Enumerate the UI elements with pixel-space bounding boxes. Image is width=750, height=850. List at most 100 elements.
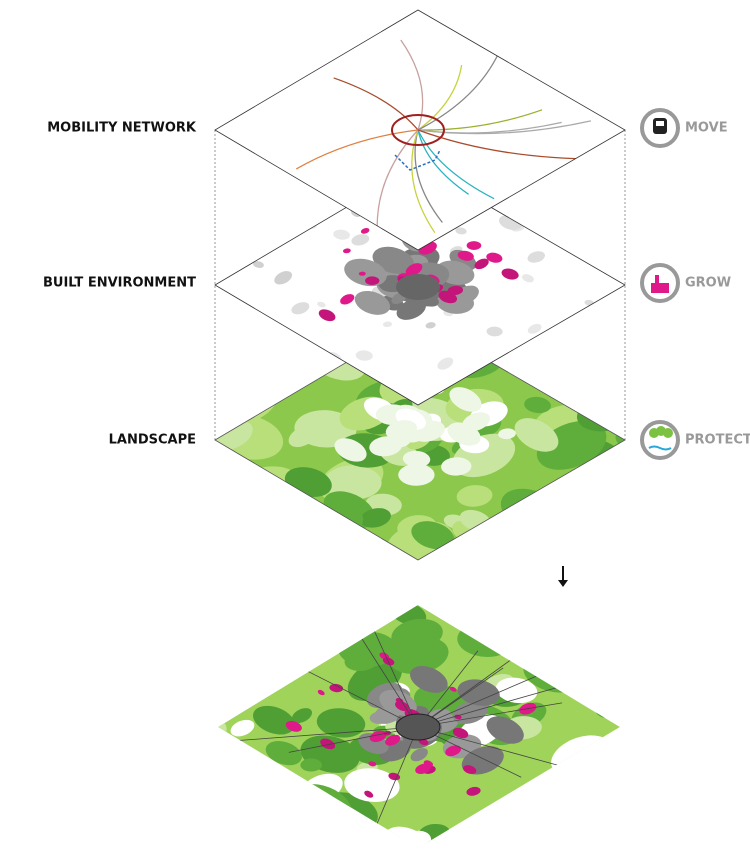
map-patch bbox=[385, 734, 401, 746]
map-patch bbox=[358, 271, 366, 276]
arrow bbox=[558, 566, 568, 587]
map-patch bbox=[355, 350, 373, 361]
road bbox=[417, 726, 571, 770]
map-patch bbox=[351, 234, 370, 246]
map-patch bbox=[466, 786, 481, 796]
map-patch bbox=[300, 216, 309, 223]
map-patch bbox=[449, 686, 457, 692]
map-patch bbox=[360, 228, 370, 234]
transit-line bbox=[333, 77, 419, 131]
map-patch bbox=[244, 226, 257, 235]
map-patch bbox=[463, 765, 477, 774]
map-patch bbox=[299, 221, 310, 229]
map-patch bbox=[522, 195, 542, 208]
ring-line bbox=[391, 114, 445, 146]
map-patch bbox=[295, 536, 369, 560]
road bbox=[288, 726, 419, 753]
map-patch bbox=[423, 760, 434, 767]
map-patch bbox=[564, 213, 579, 225]
map-patch bbox=[524, 396, 551, 414]
map-patch bbox=[329, 683, 344, 693]
map-patch bbox=[215, 454, 249, 488]
map-patch bbox=[425, 322, 436, 329]
map-patch bbox=[388, 772, 401, 781]
map-patch bbox=[514, 418, 559, 452]
map-patch bbox=[521, 274, 534, 283]
map-patch bbox=[382, 321, 393, 328]
map-patch bbox=[340, 294, 355, 305]
built-outline bbox=[214, 164, 626, 406]
icons bbox=[640, 108, 680, 460]
map-patch bbox=[437, 357, 454, 370]
map-patch bbox=[274, 271, 293, 285]
map-patch bbox=[452, 727, 469, 739]
map-patch bbox=[317, 301, 326, 308]
map-patch bbox=[369, 730, 387, 743]
map-patch bbox=[486, 326, 503, 337]
city-core bbox=[395, 713, 441, 741]
map-patch bbox=[267, 338, 288, 353]
map-patch bbox=[527, 323, 542, 334]
map-patch bbox=[344, 768, 400, 802]
transit-line bbox=[295, 129, 419, 170]
map-patch bbox=[466, 241, 482, 250]
map-patch bbox=[402, 450, 431, 468]
road bbox=[358, 633, 419, 728]
map-patch bbox=[527, 251, 546, 263]
map-patch bbox=[285, 720, 302, 732]
landscape-layer bbox=[215, 320, 625, 560]
map-patch bbox=[342, 248, 351, 254]
map-patch bbox=[253, 705, 295, 735]
map-patch bbox=[219, 492, 271, 524]
map-patch bbox=[415, 763, 431, 774]
map-patch bbox=[317, 689, 325, 696]
ring-line bbox=[394, 149, 441, 171]
map-patch bbox=[318, 309, 336, 322]
map-patch bbox=[457, 250, 474, 261]
map-patch bbox=[438, 290, 457, 304]
layer-action: PROTECT bbox=[685, 433, 750, 448]
map-patch bbox=[259, 782, 301, 813]
map-patch bbox=[239, 757, 272, 779]
map-patch bbox=[265, 741, 302, 766]
map-patch bbox=[354, 290, 391, 315]
map-patch bbox=[382, 657, 395, 666]
mobility-layer bbox=[215, 10, 625, 250]
road bbox=[372, 627, 419, 728]
map-patch bbox=[486, 252, 503, 263]
mobility-outline bbox=[214, 9, 626, 251]
road bbox=[417, 702, 563, 728]
map-patch bbox=[456, 485, 493, 507]
transit-line bbox=[417, 65, 463, 131]
map-patch bbox=[372, 246, 415, 275]
map-patch bbox=[441, 457, 472, 476]
map-patch bbox=[486, 716, 524, 744]
map-patch bbox=[346, 605, 384, 623]
map-patch bbox=[228, 784, 256, 802]
map-patch bbox=[334, 438, 367, 462]
map-patch bbox=[447, 422, 481, 446]
map-patch bbox=[410, 665, 448, 693]
map-patch bbox=[385, 420, 417, 440]
map-patch bbox=[398, 463, 435, 486]
map-patch bbox=[360, 508, 391, 528]
map-patch bbox=[405, 263, 423, 276]
map-patch bbox=[566, 780, 603, 805]
map-patch bbox=[474, 258, 489, 270]
transit-line bbox=[417, 51, 500, 131]
map-patch bbox=[445, 745, 462, 757]
map-patch bbox=[410, 748, 428, 762]
road bbox=[372, 726, 419, 834]
road bbox=[417, 650, 479, 728]
layer-label: BUILT ENVIRONMENT bbox=[43, 276, 196, 291]
combined-layer bbox=[218, 605, 620, 848]
map-patch bbox=[344, 613, 374, 632]
road bbox=[417, 682, 573, 728]
layer-label: LANDSCAPE bbox=[109, 433, 196, 448]
map-patch bbox=[364, 790, 374, 798]
layer-label: MOBILITY NETWORK bbox=[47, 121, 197, 136]
map-patch bbox=[501, 268, 519, 280]
map-patch bbox=[291, 708, 313, 724]
map-patch bbox=[457, 679, 500, 706]
map-patch bbox=[253, 261, 264, 268]
